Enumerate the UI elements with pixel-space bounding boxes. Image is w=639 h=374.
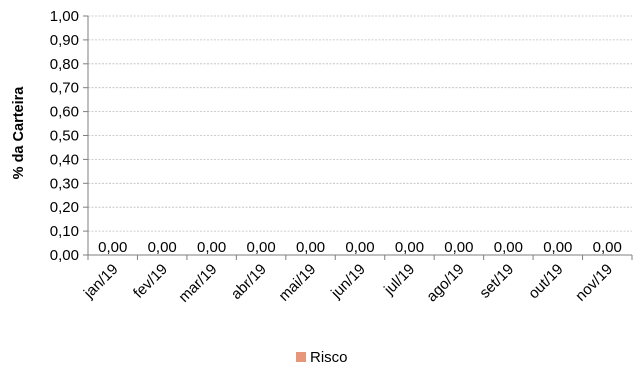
x-tick-label: jul/19 [380,261,418,299]
y-axis-label: % da Carteira [11,86,27,180]
y-tick-label: 0,60 [50,104,79,121]
data-label: 0,00 [296,239,325,256]
y-tick-label: 0,10 [50,223,79,240]
data-label: 0,00 [593,239,622,256]
axes [83,15,633,260]
y-tick-labels: 0,00 0,10 0,20 0,30 0,40 0,50 0,60 0,70 0,80 0,90… [50,8,79,264]
grid-lines [88,15,632,232]
data-label: 0,00 [197,239,226,256]
data-label: 0,00 [395,239,424,256]
y-tick-label: 0,50 [50,128,79,145]
data-label: 0,00 [444,239,473,256]
data-label: 0,00 [148,239,177,256]
x-tick-label: mai/19 [276,261,320,305]
y-tick-label: 0,90 [50,32,79,49]
y-tick-label: 0,80 [50,56,79,73]
data-label: 0,00 [98,239,127,256]
x-tick-label: jun/19 [327,261,369,303]
data-label: 0,00 [246,239,275,256]
legend-label-risco: Risco [310,349,348,366]
x-tick-labels: jan/19 fev/19 mar/19 abr/19 mai/19 jun/19 jul/… [80,261,616,306]
legend: Risco [296,349,348,366]
x-tick-label: jan/19 [80,261,122,303]
data-labels: 0,00 0,00 0,00 0,00 0,00 0,00 0,00 0,00 0,00 0,00… [98,239,622,256]
legend-swatch-risco [296,352,306,362]
y-tick-label: 0,70 [50,80,79,97]
x-tick-label: out/19 [525,261,567,303]
x-tick-label: set/19 [476,261,517,302]
y-tick-label: 1,00 [50,8,79,25]
y-tick-label: 0,20 [50,199,79,216]
y-tick-label: 0,40 [50,151,79,168]
y-tick-label: 0,30 [50,175,79,192]
data-label: 0,00 [494,239,523,256]
x-tick-label: ago/19 [423,261,467,305]
data-label: 0,00 [543,239,572,256]
x-tick-label: mar/19 [175,261,220,306]
x-tick-label: fev/19 [130,261,171,302]
data-label: 0,00 [345,239,374,256]
x-tick-label: nov/19 [572,261,616,305]
y-tick-label: 0,00 [50,247,79,264]
x-tick-label: abr/19 [228,261,270,303]
